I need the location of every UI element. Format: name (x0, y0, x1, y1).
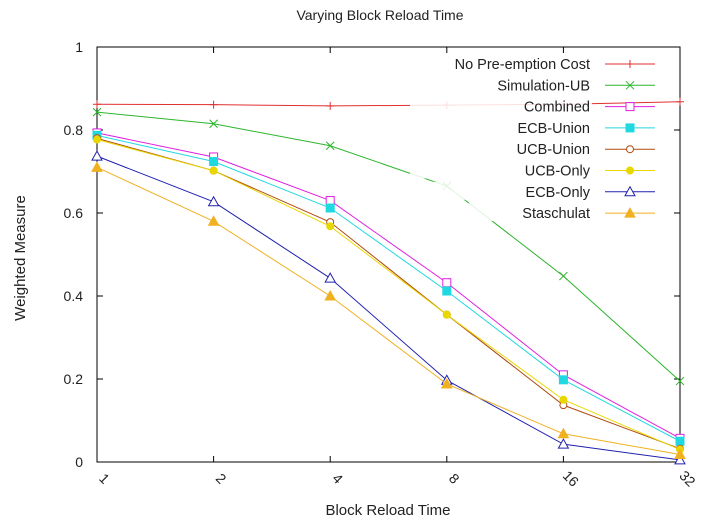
legend-entry-bg (410, 75, 592, 94)
data-point-simulation-ub (325, 141, 335, 151)
series-line-simulation-ub (96, 111, 681, 382)
legend-entry-bg (410, 96, 592, 115)
legend-entry-bg (410, 160, 592, 179)
legend: No Pre-emption Cost Simulation-UB Combined… (410, 54, 655, 222)
data-point-ecb-only (674, 453, 686, 465)
y-axis-label: Weighted Measure (12, 195, 29, 321)
series-combined (92, 128, 685, 443)
data-point-staschulat (324, 289, 337, 301)
data-point-simulation-ub (559, 271, 568, 281)
y-tick-label: 0.2 (64, 371, 84, 387)
x-tick-label: 1 (96, 470, 113, 487)
series-line-ecb-union (96, 134, 681, 442)
legend-entry-bg (410, 54, 592, 72)
legend-label-staschulat: Staschulat (522, 206, 590, 222)
x-tick-label: 2 (213, 470, 230, 487)
data-point-staschulat (440, 377, 453, 389)
series-line-ucb-only (96, 139, 681, 451)
data-point-ucb-only (209, 166, 218, 175)
y-tick-label: 1 (75, 39, 83, 55)
legend-entry-bg (410, 181, 592, 200)
series-line-combined (96, 132, 681, 439)
series-line-staschulat (96, 166, 681, 456)
legend-marker-simulation-ub (625, 80, 635, 90)
x-tick-label: 32 (676, 467, 698, 489)
data-point-ecb-only (324, 272, 337, 283)
x-tick-label: 16 (560, 467, 582, 489)
data-point-staschulat (207, 215, 220, 226)
data-point-combined (442, 278, 452, 288)
legend-marker-ecb-union (625, 123, 635, 133)
legend-label-ucb-only: UCB-Only (525, 164, 591, 180)
y-tick-label: 0.4 (64, 288, 84, 304)
series-simulation-ub (92, 107, 685, 386)
legend-label-simulation-ub: Simulation-UB (497, 78, 590, 94)
x-tick-label: 4 (329, 470, 346, 487)
data-point-ecb-union (675, 436, 685, 446)
legend-marker-ecb-only (624, 185, 636, 197)
legend-label-combined: Combined (524, 100, 590, 116)
data-point-ucb-only (93, 135, 101, 144)
data-point-ecb-only (207, 195, 220, 207)
series-ucb-only (93, 135, 684, 454)
series-ucb-union (93, 134, 684, 453)
x-axis-label: Block Reload Time (325, 502, 450, 519)
series-line-ucb-union (96, 137, 681, 450)
data-point-ucb-only (442, 310, 451, 319)
series-no-pre-emption-cost (93, 97, 684, 110)
data-point-ucb-only (326, 222, 335, 231)
data-point-simulation-ub (209, 119, 218, 129)
data-point-simulation-ub (92, 107, 102, 117)
legend-marker-staschulat (624, 207, 636, 218)
legend-entry-bg (410, 117, 592, 136)
legend-label-ecb-union: ECB-Union (517, 121, 590, 137)
legend-marker-ucb-only (626, 166, 634, 175)
data-point-ucb-only (559, 395, 568, 404)
data-point-ecb-union (325, 203, 335, 213)
data-point-ecb-only (91, 150, 103, 161)
legend-marker-combined (625, 102, 635, 112)
data-point-ecb-union (558, 375, 568, 385)
data-point-staschulat (557, 427, 570, 439)
series-ecb-union (92, 130, 685, 446)
data-point-ecb-only (557, 438, 570, 449)
data-point-combined (325, 196, 335, 206)
data-point-staschulat (674, 448, 686, 460)
legend-label-no-pre-emption-cost: No Pre-emption Cost (455, 57, 590, 73)
series-line-no-pre-emption-cost (96, 101, 681, 107)
legend-entry-bg (410, 203, 592, 222)
legend-label-ucb-union: UCB-Union (517, 142, 590, 158)
legend-label-ecb-only: ECB-Only (526, 185, 591, 201)
legend-entry-bg (410, 139, 592, 158)
data-point-ecb-union (209, 157, 219, 167)
y-tick-label: 0 (75, 454, 83, 470)
y-tick-label: 0.8 (64, 122, 84, 138)
y-tick-label: 0.6 (64, 205, 84, 221)
data-point-staschulat (91, 161, 103, 172)
chart-title: Varying Block Reload Time (296, 7, 463, 23)
x-tick-label: 8 (446, 470, 463, 487)
series-staschulat (91, 161, 686, 460)
legend-marker-ucb-union (626, 145, 634, 154)
plot-area-frame (96, 46, 681, 463)
data-point-ecb-union (442, 286, 452, 296)
series-layer (91, 97, 686, 465)
data-point-simulation-ub (675, 376, 685, 386)
series-line-ecb-only (96, 155, 681, 461)
